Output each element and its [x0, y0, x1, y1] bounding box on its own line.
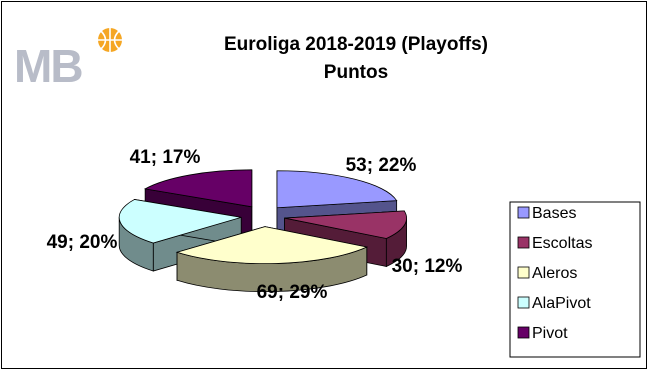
mb-logo: MB: [14, 28, 122, 92]
pie-slice-top: [284, 210, 407, 239]
legend-label-pivot: Pivot: [532, 325, 568, 342]
pie-slice-aleros: [175, 226, 369, 293]
pie-slice-top: [175, 226, 369, 265]
legend-swatch-escoltas: [517, 236, 530, 249]
data-label-escoltas: 30; 12%: [392, 256, 463, 277]
data-label-pivot: 41; 17%: [130, 147, 201, 168]
chart-title: Euroliga 2018-2019 (Playoffs): [224, 34, 488, 55]
pie-slice-top: [143, 169, 253, 208]
legend-label-escoltas: Escoltas: [532, 235, 592, 252]
logo-text: MB: [14, 40, 82, 92]
pie-slice-top: [118, 199, 242, 244]
pie-plot: [118, 169, 407, 293]
pie-slice-top: [276, 170, 398, 209]
data-label-bases: 53; 22%: [346, 155, 417, 176]
legend-swatch-bases: [517, 206, 530, 219]
legend-box: [509, 201, 641, 358]
legend-swatch-pivot: [517, 326, 530, 339]
data-labels: 53; 22% 30; 12% 69; 29% 49; 20% 41; 17%: [47, 147, 463, 303]
data-label-aleros: 69; 29%: [257, 282, 328, 303]
legend-label-alapivot: AlaPivot: [532, 295, 591, 312]
legend: Bases Escoltas Aleros AlaPivot Pivot: [509, 201, 641, 358]
data-label-alapivot: 49; 20%: [47, 232, 118, 253]
legend-swatch-alapivot: [517, 296, 530, 309]
legend-swatch-aleros: [517, 266, 530, 279]
basketball-icon: [98, 28, 122, 52]
chart-subtitle: Puntos: [324, 62, 388, 83]
legend-label-aleros: Aleros: [532, 265, 577, 282]
pie-slice-alapivot: [118, 198, 242, 272]
legend-label-bases: Bases: [532, 205, 576, 222]
